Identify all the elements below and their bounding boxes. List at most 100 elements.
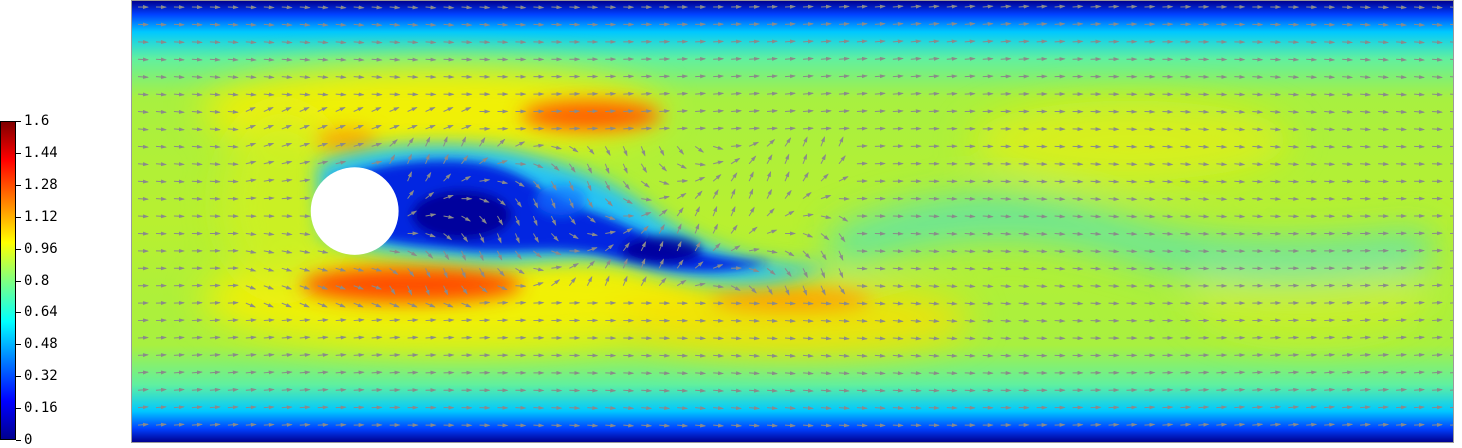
velocity-arrow <box>1055 41 1065 42</box>
velocity-arrow <box>893 111 903 112</box>
velocity-arrow <box>569 425 579 426</box>
velocity-arrow <box>1019 321 1029 322</box>
velocity-arrow <box>156 337 166 338</box>
velocity-arrow <box>318 407 328 408</box>
velocity-arrow <box>641 373 651 374</box>
velocity-arrow <box>1073 164 1083 165</box>
velocity-arrow <box>515 303 525 304</box>
velocity-arrow <box>1378 320 1388 321</box>
velocity-arrow <box>965 59 975 60</box>
colorbar-tick-label: 1.6 <box>24 114 49 128</box>
velocity-arrow <box>1324 337 1334 338</box>
velocity-arrow <box>228 146 238 147</box>
velocity-arrow <box>875 111 885 112</box>
velocity-arrow <box>462 320 472 321</box>
velocity-arrow <box>1126 424 1136 425</box>
velocity-arrow <box>623 408 633 409</box>
velocity-arrow <box>1342 424 1352 425</box>
velocity-arrow <box>156 355 166 356</box>
velocity-arrow <box>282 198 292 199</box>
velocity-arrow <box>1091 303 1101 304</box>
velocity-arrow <box>1126 146 1136 147</box>
colorbar-tick-mark <box>16 121 21 122</box>
velocity-arrow <box>1324 59 1334 60</box>
velocity-arrow <box>1091 268 1101 269</box>
velocity-arrow <box>947 233 957 234</box>
velocity-arrow <box>605 111 615 112</box>
velocity-arrow <box>300 198 310 199</box>
velocity-arrow <box>821 128 831 129</box>
velocity-arrow <box>1037 41 1047 42</box>
velocity-arrow <box>713 355 723 356</box>
velocity-arrow <box>1288 337 1298 338</box>
plot-area <box>131 0 1454 443</box>
velocity-arrow <box>1109 164 1119 165</box>
velocity-arrow <box>210 59 220 60</box>
velocity-arrow <box>1306 199 1316 200</box>
velocity-arrow <box>821 6 831 7</box>
velocity-arrow <box>408 355 418 356</box>
velocity-arrow <box>1144 268 1154 269</box>
colorbar-tick-mark <box>16 344 21 345</box>
velocity-arrow <box>1162 251 1172 252</box>
velocity-arrow <box>533 425 543 426</box>
velocity-arrow <box>1324 320 1334 321</box>
velocity-arrow <box>1396 285 1406 286</box>
velocity-arrow <box>1216 372 1226 373</box>
velocity-arrow <box>1234 390 1244 391</box>
velocity-arrow <box>1450 250 1453 251</box>
velocity-arrow <box>1396 407 1406 408</box>
velocity-arrow <box>174 59 184 60</box>
velocity-arrow <box>497 7 507 8</box>
velocity-arrow <box>731 338 741 339</box>
velocity-arrow <box>390 59 400 60</box>
velocity-arrow <box>1091 24 1101 25</box>
velocity-arrow <box>839 128 849 129</box>
velocity-arrow <box>192 181 202 182</box>
velocity-arrow <box>282 407 292 408</box>
velocity-arrow <box>1432 129 1442 130</box>
velocity-arrow <box>138 355 148 356</box>
velocity-arrow <box>1019 59 1029 60</box>
velocity-arrow <box>1378 24 1388 25</box>
velocity-arrow <box>983 338 993 339</box>
velocity-arrow <box>1216 111 1226 112</box>
velocity-arrow <box>426 355 436 356</box>
velocity-arrow <box>497 24 507 25</box>
velocity-arrow <box>1037 303 1047 304</box>
velocity-arrow <box>857 6 867 7</box>
velocity-arrow <box>1378 146 1388 147</box>
velocity-arrow <box>1109 268 1119 269</box>
colorbar-tick-label: 0.16 <box>24 401 58 415</box>
velocity-arrow <box>1234 77 1244 78</box>
velocity-arrow <box>1109 6 1119 7</box>
velocity-arrow <box>479 302 489 303</box>
velocity-arrow <box>479 320 489 321</box>
velocity-arrow <box>1001 59 1011 60</box>
velocity-arrow <box>731 146 741 147</box>
velocity-arrow <box>282 7 292 8</box>
velocity-arrow <box>1198 129 1208 130</box>
velocity-arrow <box>444 337 454 338</box>
velocity-arrow <box>803 303 813 304</box>
velocity-arrow <box>785 41 795 42</box>
velocity-arrow <box>1001 321 1011 322</box>
velocity-arrow <box>354 372 364 373</box>
velocity-arrow <box>444 320 454 321</box>
velocity-arrow <box>875 286 885 287</box>
velocity-arrow <box>1234 199 1244 200</box>
colorbar-tick-mark <box>16 153 21 154</box>
velocity-arrow <box>1198 251 1208 252</box>
velocity-arrow <box>821 425 831 426</box>
velocity-arrow <box>1144 129 1154 130</box>
velocity-arrow <box>426 42 436 43</box>
velocity-arrow <box>354 77 364 78</box>
velocity-arrow <box>192 42 202 43</box>
velocity-arrow <box>929 373 939 374</box>
velocity-arrow <box>1378 303 1388 304</box>
velocity-arrow <box>1109 425 1119 426</box>
velocity-arrow <box>1324 181 1334 182</box>
velocity-arrow <box>1450 390 1453 391</box>
colorbar-tick-mark <box>16 249 21 250</box>
velocity-arrow <box>1001 338 1011 339</box>
